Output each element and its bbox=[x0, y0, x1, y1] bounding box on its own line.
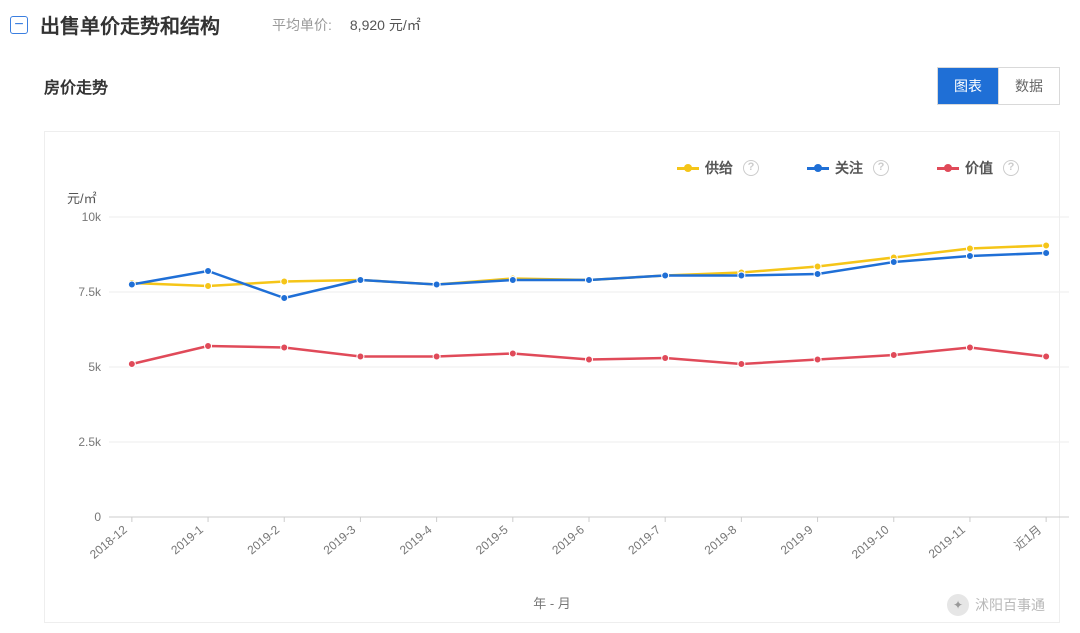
help-icon[interactable]: ? bbox=[873, 160, 889, 176]
svg-text:2019-3: 2019-3 bbox=[321, 522, 359, 557]
legend-label: 供给 bbox=[705, 158, 733, 178]
legend-swatch bbox=[807, 167, 829, 170]
legend-swatch bbox=[677, 167, 699, 170]
avg-price-value: 8,920 元/㎡ bbox=[350, 15, 421, 35]
svg-text:10k: 10k bbox=[82, 210, 102, 224]
svg-text:5k: 5k bbox=[88, 360, 102, 374]
avg-price-label: 平均单价: bbox=[272, 15, 332, 35]
svg-text:2018-12: 2018-12 bbox=[87, 522, 130, 561]
chart-title: 房价走势 bbox=[44, 74, 108, 98]
sub-header: 房价走势 图表 数据 bbox=[10, 47, 1070, 113]
svg-text:2019-8: 2019-8 bbox=[702, 522, 740, 557]
svg-text:2019-10: 2019-10 bbox=[849, 522, 892, 561]
svg-text:0: 0 bbox=[94, 510, 101, 524]
x-axis-title: 年 - 月 bbox=[55, 593, 1049, 612]
y-axis-unit: 元/㎡ bbox=[55, 188, 1049, 207]
legend-label: 价值 bbox=[965, 158, 993, 178]
svg-text:近1月: 近1月 bbox=[1012, 523, 1045, 553]
svg-text:2019-4: 2019-4 bbox=[397, 522, 435, 557]
svg-text:2.5k: 2.5k bbox=[78, 435, 102, 449]
collapse-toggle[interactable]: − bbox=[10, 16, 28, 34]
svg-text:2019-2: 2019-2 bbox=[245, 522, 283, 557]
section-title: 出售单价走势和结构 bbox=[40, 10, 220, 39]
help-icon[interactable]: ? bbox=[743, 160, 759, 176]
legend-item-1[interactable]: 关注? bbox=[807, 158, 889, 178]
svg-text:7.5k: 7.5k bbox=[78, 285, 102, 299]
legend-label: 关注 bbox=[835, 158, 863, 178]
section-header: − 出售单价走势和结构 平均单价: 8,920 元/㎡ bbox=[10, 6, 1070, 47]
legend-item-0[interactable]: 供给? bbox=[677, 158, 759, 178]
legend-item-2[interactable]: 价值? bbox=[937, 158, 1019, 178]
line-chart: 0 2.5k 5k 7.5k 10k 2018-12 2019-1 2019-2 2019-3 2… bbox=[55, 209, 1079, 587]
tab-chart[interactable]: 图表 bbox=[938, 68, 998, 104]
svg-text:2019-5: 2019-5 bbox=[473, 522, 511, 557]
svg-text:2019-7: 2019-7 bbox=[625, 522, 663, 557]
svg-text:2019-6: 2019-6 bbox=[549, 522, 587, 557]
view-tabs: 图表 数据 bbox=[937, 67, 1060, 105]
svg-text:2019-11: 2019-11 bbox=[926, 522, 968, 561]
svg-text:2019-9: 2019-9 bbox=[778, 522, 816, 557]
svg-text:2019-1: 2019-1 bbox=[168, 522, 206, 557]
help-icon[interactable]: ? bbox=[1003, 160, 1019, 176]
tab-data[interactable]: 数据 bbox=[998, 68, 1059, 104]
chart-legend: 供给?关注?价值? bbox=[55, 152, 1049, 188]
chart-card: 供给?关注?价值? 元/㎡ 02.5k5k7.5k10k2018-122019-… bbox=[44, 131, 1060, 623]
legend-swatch bbox=[937, 167, 959, 170]
